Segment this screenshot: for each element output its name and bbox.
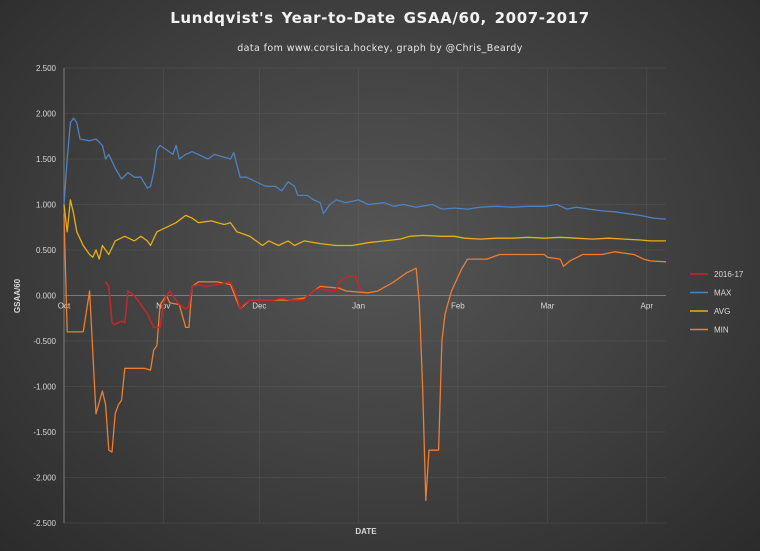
series-line-avg: [63, 199, 666, 260]
series-line-2016-17: [104, 274, 363, 329]
axis-layer: 2.500 2.000 1.500 1.000 0.500 0.000 -0.500 -1.0…: [33, 64, 666, 528]
series-layer: [63, 117, 667, 501]
legend-label: MIN: [714, 326, 729, 335]
y-tick-label: 0.500: [36, 246, 57, 255]
legend-label: 2016-17: [714, 270, 744, 279]
legend-label: MAX: [714, 289, 732, 298]
x-tick-label: Mar: [541, 302, 555, 311]
legend: 2016-17 MAX AVG MIN: [690, 270, 744, 335]
y-tick-label: 1.500: [36, 155, 57, 164]
x-axis-title: DATE: [355, 527, 377, 536]
chart-title: Lundqvist's Year-to-Date GSAA/60, 2007-2…: [170, 9, 590, 27]
y-tick-label: -0.500: [33, 337, 56, 346]
x-tick-label: Dec: [252, 302, 266, 311]
legend-label: AVG: [714, 307, 730, 316]
y-tick-label: -1.500: [33, 428, 56, 437]
x-tick-label: Feb: [451, 302, 465, 311]
x-tick-label: Jan: [352, 302, 365, 311]
y-tick-label: -2.000: [33, 474, 56, 483]
series-line-max: [63, 117, 667, 220]
y-tick-label: 2.500: [36, 64, 57, 73]
y-tick-label: 0.000: [36, 292, 57, 301]
y-axis-title: GSAA/60: [13, 278, 22, 313]
series-line-min: [63, 213, 667, 501]
y-tick-label: 1.000: [36, 201, 57, 210]
y-tick-label: 2.000: [36, 110, 57, 119]
y-tick-label: -2.500: [33, 519, 56, 528]
y-tick-label: -1.000: [33, 383, 56, 392]
x-tick-label: Apr: [641, 302, 654, 311]
chart-subtitle: data fom www.corsica.hockey, graph by @C…: [237, 43, 523, 54]
